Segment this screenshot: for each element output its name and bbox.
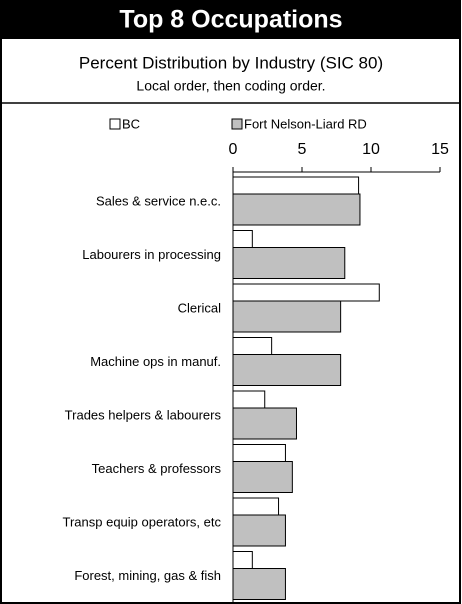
bar xyxy=(232,230,253,248)
bar xyxy=(232,407,297,440)
y-tick-label: Clerical xyxy=(178,300,221,315)
bar xyxy=(232,176,360,195)
legend-swatch xyxy=(231,118,243,130)
x-tick-label: 10 xyxy=(362,141,380,158)
y-tick-label: Sales & service n.e.c. xyxy=(96,193,221,208)
chart-title: Top 8 Occupations xyxy=(119,6,342,34)
y-tick-label: Trades helpers & labourers xyxy=(65,407,222,422)
y-tick-label: Forest, mining, gas & fish xyxy=(74,568,221,583)
bar xyxy=(232,193,361,226)
legend-label: BC xyxy=(122,116,140,131)
bar xyxy=(232,568,286,600)
bar xyxy=(232,283,380,302)
y-tick-label: Machine ops in manuf. xyxy=(90,354,221,369)
bar xyxy=(232,497,280,516)
bar xyxy=(232,247,346,279)
bar xyxy=(232,461,293,493)
bar xyxy=(232,444,286,462)
bar xyxy=(232,300,342,333)
y-tick-label: Transp equip operators, etc xyxy=(63,514,222,529)
y-tick-label: Labourers in processing xyxy=(82,247,221,262)
note: Local order, then coding order. xyxy=(136,78,325,94)
x-tick-label: 0 xyxy=(229,141,238,158)
bar xyxy=(232,337,273,355)
legend-label: Fort Nelson-Liard RD xyxy=(244,116,367,131)
bar xyxy=(232,551,253,569)
bar xyxy=(232,390,266,409)
subtitle: Percent Distribution by Industry (SIC 80… xyxy=(79,53,383,72)
y-tick-label: Teachers & professors xyxy=(92,461,222,476)
x-tick-label: 5 xyxy=(298,141,307,158)
legend-swatch xyxy=(109,118,121,130)
x-tick-label: 15 xyxy=(431,141,449,158)
bar xyxy=(232,514,286,547)
bar xyxy=(232,354,342,386)
title-band xyxy=(1,1,460,39)
